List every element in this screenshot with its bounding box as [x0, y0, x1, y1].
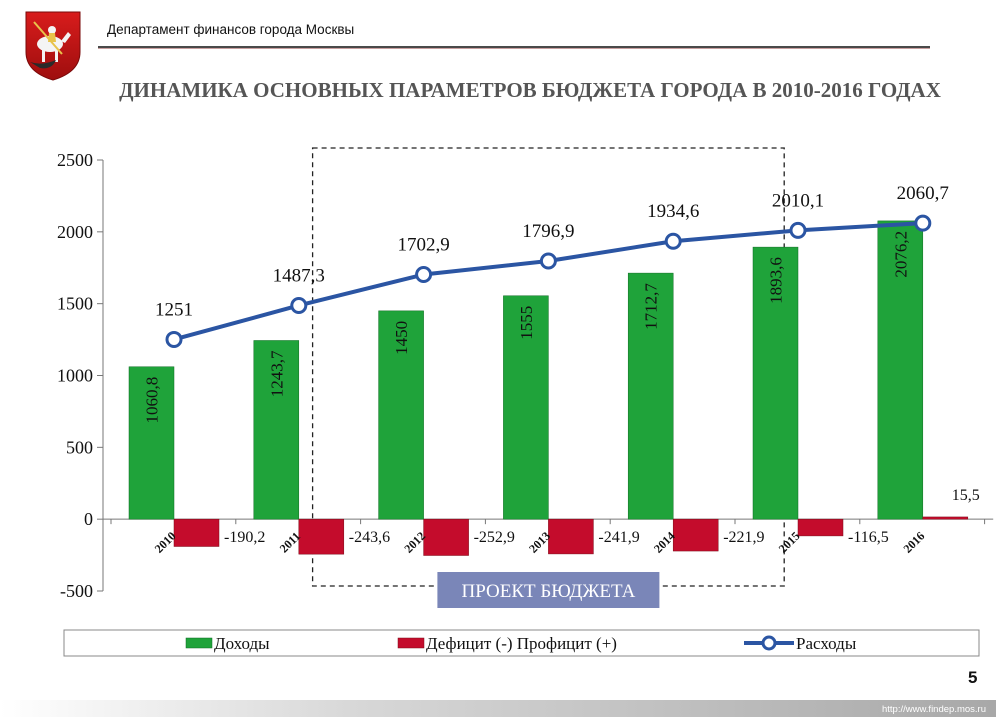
deficit-bar-label: -221,9: [723, 529, 764, 546]
legend-label-deficit: Дефицит (-) Профицит (+): [426, 634, 617, 653]
income-bar: [503, 295, 549, 520]
y-tick-label: 0: [84, 509, 93, 529]
deficit-bar-label: -252,9: [474, 529, 515, 546]
income-bar-label: 2076,2: [891, 231, 910, 278]
income-bar: [253, 340, 300, 520]
footer-url: http://www.findep.mos.ru: [881, 704, 986, 715]
income-bar: [128, 366, 175, 520]
legend-label-expenses: Расходы: [796, 634, 857, 653]
expenses-label: 2060,7: [897, 183, 949, 204]
expenses-point: [914, 214, 932, 232]
y-tick-label: -500: [60, 581, 93, 601]
income-bar-label: 1712,7: [642, 283, 661, 330]
expenses-label: 2010,1: [772, 190, 824, 211]
income-bar-label: 1555: [517, 306, 536, 340]
deficit-bar: [548, 518, 594, 555]
income-bar: [877, 220, 924, 520]
income-bar-label: 1450: [392, 321, 411, 355]
y-tick-label: 500: [66, 437, 93, 457]
income-bar: [378, 310, 424, 520]
deficit-bar: [298, 518, 345, 555]
legend-box: [63, 629, 980, 657]
expenses-point: [290, 296, 308, 314]
legend-label-income: Доходы: [214, 634, 270, 653]
expenses-point: [664, 232, 682, 250]
legend-swatch-deficit: [397, 637, 425, 649]
income-bar-label: 1893,6: [767, 257, 786, 304]
header-divider-accent: [98, 48, 930, 49]
y-tick-label: 1500: [57, 294, 93, 314]
income-bar-label: 1060,8: [143, 377, 162, 424]
deficit-bar: [173, 518, 220, 547]
deficit-bar: [922, 516, 969, 520]
expenses-label: 1251: [155, 299, 193, 320]
expenses-point: [539, 252, 557, 270]
deficit-bar-label: 15,5: [952, 487, 980, 504]
expenses-point: [415, 266, 433, 284]
expenses-point: [165, 330, 183, 348]
deficit-bar-label: -243,6: [349, 529, 390, 546]
deficit-bar-label: -116,5: [848, 529, 889, 546]
deficit-bar-label: -190,2: [224, 529, 265, 546]
income-bar: [627, 272, 674, 520]
y-tick-label: 2500: [57, 150, 93, 170]
deficit-bar-label: -241,9: [598, 529, 639, 546]
income-bar: [752, 246, 799, 520]
projection-label: ПРОЕКТ БЮДЖЕТА: [461, 581, 635, 602]
y-tick-label: 1000: [57, 366, 93, 386]
organization-name: Департамент финансов города Москвы: [107, 22, 355, 37]
header-divider: [98, 46, 930, 48]
legend-swatch-expenses-marker: [761, 635, 777, 651]
slide-number: 5: [968, 668, 978, 687]
moscow-coat-of-arms-icon: [22, 8, 84, 82]
y-tick-label: 2000: [57, 222, 93, 242]
chart-title: ДИНАМИКА ОСНОВНЫХ ПАРАМЕТРОВ БЮДЖЕТА ГОР…: [119, 78, 941, 102]
projection-label-box: [437, 572, 660, 608]
expenses-label: 1934,6: [647, 201, 699, 222]
deficit-bar: [672, 518, 719, 552]
legend-swatch-income: [185, 637, 213, 649]
income-bar-label: 1243,7: [267, 350, 286, 397]
x-category-label: 2016: [901, 529, 928, 556]
expenses-label: 1796,9: [522, 221, 574, 242]
deficit-bar: [423, 518, 469, 556]
expenses-point: [789, 221, 807, 239]
expenses-label: 1702,9: [397, 235, 449, 256]
footer-bar: [0, 700, 996, 717]
expenses-label: 1487,3: [273, 265, 325, 286]
deficit-bar: [797, 518, 844, 537]
